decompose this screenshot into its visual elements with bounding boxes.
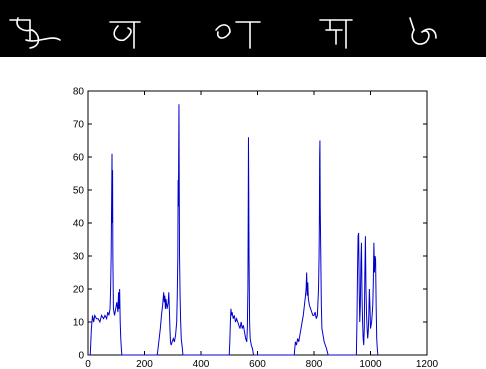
y-tick-label: 80 (73, 87, 85, 98)
series-line (88, 104, 379, 356)
handwritten-character-3 (215, 21, 261, 49)
x-tick-label: 200 (136, 359, 153, 369)
line-chart: 0 200 400 600 800 1000 1200 0 10 20 30 40 50 60 70 80 (73, 87, 439, 369)
y-tick-label: 10 (73, 318, 85, 329)
x-tick-label: 800 (306, 359, 323, 369)
y-tick-label: 0 (78, 351, 84, 362)
x-tick-label: 1000 (359, 359, 382, 369)
handwritten-character-5 (409, 17, 437, 45)
handwritten-character-2 (109, 21, 141, 49)
axis-tick-labels: 0 200 400 600 800 1000 1200 0 10 20 30 40 50 60 70 80 (73, 87, 439, 369)
y-tick-label: 60 (73, 153, 85, 164)
y-tick-label: 20 (73, 285, 85, 296)
handwriting-banner (0, 0, 486, 57)
y-tick-label: 50 (73, 186, 85, 197)
y-tick-label: 40 (73, 219, 85, 230)
axis-ticks (87, 90, 428, 356)
x-tick-label: 0 (85, 359, 91, 369)
x-tick-label: 1200 (416, 359, 439, 369)
y-tick-label: 30 (73, 252, 85, 263)
y-tick-label: 70 (73, 120, 85, 131)
x-tick-label: 400 (193, 359, 210, 369)
handwriting-banner-glyphs (9, 17, 437, 49)
handwritten-character-1 (9, 17, 61, 49)
handwritten-character-4 (319, 19, 353, 49)
x-tick-label: 600 (249, 359, 266, 369)
